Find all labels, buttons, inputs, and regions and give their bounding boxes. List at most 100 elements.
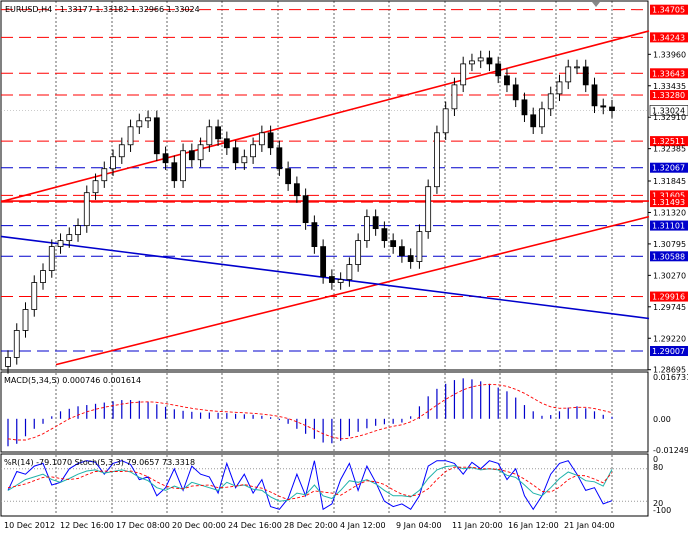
level-tag-label: 1.29916 <box>652 293 685 302</box>
price-bar-body <box>407 255 414 262</box>
price-bar-body <box>162 153 169 164</box>
price-bar-body <box>215 126 221 140</box>
level-tag-label: 1.33643 <box>652 69 685 78</box>
price-bar-body <box>83 192 90 227</box>
price-bar-body <box>197 144 204 161</box>
price-bar-body <box>66 234 73 242</box>
price-bar-body <box>390 240 397 248</box>
price-bar-body <box>302 195 309 224</box>
price-bar-body <box>591 84 598 107</box>
chart-header: EURUSD,H4 1.33177 1.33182 1.32966 1.3302… <box>5 5 200 14</box>
price-bar-body <box>486 57 493 65</box>
price-bar-body <box>22 309 29 331</box>
price-bar-body <box>495 63 502 77</box>
price-bar-body <box>75 225 81 236</box>
price-bar-body <box>127 126 134 146</box>
stoch-main-line <box>7 465 613 502</box>
price-bar-body <box>372 216 379 230</box>
price-bar-body <box>101 168 108 182</box>
level-tag <box>650 162 688 173</box>
osc-scale-label: 20 <box>653 499 663 508</box>
price-bar-body <box>57 240 64 248</box>
osc-scale-label: 0 <box>653 455 658 464</box>
main-price-panel[interactable] <box>0 0 649 371</box>
price-bars <box>5 50 615 374</box>
price-bar-body <box>31 282 38 310</box>
price-tick-label: 1.30795 <box>653 240 686 249</box>
level-tag <box>650 136 688 147</box>
price-bar-body <box>504 75 510 86</box>
level-tag <box>650 346 688 357</box>
time-label: 24 Dec 16:00 <box>228 521 282 530</box>
price-tick-label: 1.31845 <box>653 177 686 186</box>
price-bar-body <box>258 132 265 146</box>
trendline-lower-channel <box>55 215 650 366</box>
osc-scale-label: -100 <box>653 506 671 515</box>
price-bar-body <box>600 105 607 108</box>
chart-shift-marker[interactable] <box>592 2 600 7</box>
price-bar-body <box>381 228 388 242</box>
price-bar-body <box>145 117 151 122</box>
price-bar-body <box>285 168 292 185</box>
level-tag <box>650 4 688 15</box>
level-tag-label: 1.34705 <box>652 6 685 15</box>
price-bar-body <box>460 63 467 86</box>
time-label: 17 Dec 08:00 <box>116 521 170 530</box>
macd-panel[interactable] <box>0 371 649 453</box>
time-axis: 10 Dec 2012 12 Dec 16:00 17 Dec 08:00 20 De… <box>4 521 615 530</box>
trendline-descending-support <box>0 235 650 320</box>
price-tick-label: 1.32385 <box>653 145 686 154</box>
price-tick-label: 1.32910 <box>653 113 686 122</box>
time-label: 4 Jan 12:00 <box>340 521 386 530</box>
trendline-upper-channel <box>0 30 650 203</box>
time-label: 21 Jan 04:00 <box>564 521 615 530</box>
macd-title: MACD(5,34,5) 0.000746 0.001614 <box>4 376 141 385</box>
macd-signal-line <box>7 383 613 441</box>
price-bar-body <box>451 84 458 110</box>
level-tag <box>650 190 688 201</box>
price-tick-label: 1.28695 <box>653 366 686 375</box>
time-label: 11 Jan 20:00 <box>452 521 503 530</box>
level-tag-label: 1.31101 <box>652 222 685 231</box>
price-bar-body <box>469 60 475 65</box>
price-tick-label: 1.30270 <box>653 271 686 280</box>
price-bar-body <box>267 132 274 149</box>
price-bar-body <box>180 150 186 182</box>
macd-scale-label: 0.00 <box>653 415 671 424</box>
price-bar-body <box>512 84 519 101</box>
time-label: 12 Dec 16:00 <box>60 521 114 530</box>
level-tag <box>650 220 688 231</box>
ohlc-label: 1.33177 1.33182 1.32966 1.33024 <box>60 5 200 14</box>
price-bar-body <box>48 246 55 271</box>
price-bar-body <box>416 231 423 262</box>
oscillator-panel[interactable] <box>0 453 649 517</box>
price-bar-body <box>223 138 230 149</box>
current-price-label: 1.33024 <box>652 106 685 115</box>
oscillator-title: %R(14) -79.1070 Stoch(5,3,3) 79.0657 73.… <box>4 458 195 467</box>
price-bar-body <box>153 117 160 155</box>
time-label: 20 Dec 00:00 <box>172 521 226 530</box>
price-bar-body <box>337 279 344 283</box>
price-bar-body <box>136 120 143 128</box>
price-bar-body <box>574 66 580 69</box>
price-bar-body <box>521 99 528 116</box>
level-tag <box>650 68 688 79</box>
price-bar-body <box>118 144 125 158</box>
price-bar-body <box>250 144 257 158</box>
price-bar-body <box>232 147 239 164</box>
macd-indicator: 0.016731 0.00 -0.01249 <box>7 373 688 455</box>
price-bar-body <box>241 156 248 164</box>
price-bar-body <box>363 216 370 242</box>
price-bar-body <box>425 186 432 233</box>
trendlines <box>0 30 650 366</box>
level-tag-label: 1.31605 <box>652 191 685 200</box>
support-resistance-levels: 1.34705 1.34243 1.33643 1.33280 1.32511 1.320… <box>1 4 688 357</box>
price-bar-body <box>539 108 545 128</box>
price-axis: 1.33960 1.33435 1.32910 1.32385 1.31845 1.313… <box>648 50 686 375</box>
level-tag-label: 1.32511 <box>652 137 685 146</box>
price-bar-body <box>293 183 300 197</box>
price-bar-body <box>530 114 537 128</box>
osc-scale-label: 80 <box>653 463 663 472</box>
oscillator-indicator: 080 20-100 <box>1 455 671 515</box>
